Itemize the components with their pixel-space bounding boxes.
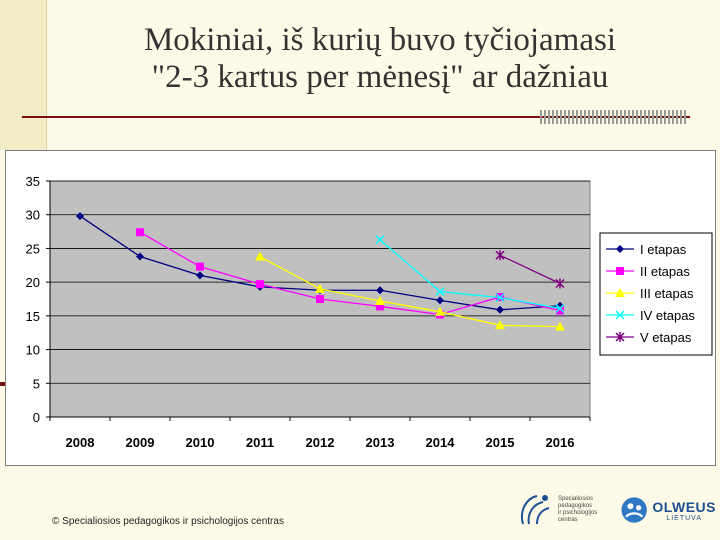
data-point-series-2 [376, 302, 384, 311]
x-tick-label: 2013 [366, 435, 395, 450]
legend-label: I etapas [640, 242, 687, 257]
series-line-3 [259, 255, 561, 328]
olweus-logo: OLWEUS LIETUVA [620, 488, 716, 532]
x-tick-label: 2016 [546, 435, 575, 450]
y-tick-label: 20 [26, 275, 40, 290]
spc-logo-text-line: Specialiosios [558, 496, 594, 502]
y-tick-label: 30 [26, 208, 40, 223]
data-point-series-4 [555, 303, 565, 313]
legend-label: II etapas [640, 264, 690, 279]
y-tick-label: 0 [33, 410, 40, 425]
slide-title-line-1: Mokiniai, iš kurių buvo tyčiojamasi [143, 22, 617, 58]
data-point-series-2 [136, 228, 144, 237]
data-point-series-3 [315, 283, 325, 293]
data-point-series-2 [196, 262, 204, 271]
spc-logo-symbol [521, 495, 550, 525]
side-accent-tick [0, 382, 6, 386]
series-line-2 [139, 231, 561, 316]
olweus-logo-subtitle: LIETUVA [666, 514, 702, 522]
x-tick-label: 2009 [126, 435, 155, 450]
data-point-series-5 [555, 278, 565, 289]
y-tick-label: 10 [26, 343, 40, 358]
data-point-series-3 [555, 321, 565, 331]
x-tick-label: 2011 [246, 435, 274, 450]
olweus-logo-word: OLWEUS [652, 498, 716, 515]
data-point-series-2 [256, 280, 264, 289]
data-point-series-1 [436, 296, 444, 305]
slide-title-line-2: "2-3 kartus per mėnesį" ar dažniau [151, 59, 609, 95]
legend-marker [615, 332, 625, 342]
spc-logo-text: Specialiosios pedagogikos ir psichologij… [558, 496, 597, 524]
legend-marker [616, 267, 624, 275]
data-point-series-1 [376, 286, 384, 295]
data-point-series-2 [556, 306, 564, 315]
x-tick-label: 2010 [186, 435, 215, 450]
y-tick-label: 35 [26, 174, 40, 189]
y-tick-label: 5 [33, 376, 40, 391]
series-line-5 [499, 254, 561, 285]
olweus-logo-symbol [621, 497, 647, 523]
data-point-series-3 [255, 251, 265, 261]
data-point-series-3 [375, 296, 385, 306]
data-point-series-3 [495, 320, 505, 330]
olweus-logo-text: OLWEUS LIETUVA [652, 499, 716, 522]
footer-copyright: © Specialiosios pedagogikos ir psicholog… [52, 516, 284, 527]
chart-frame: 0 5 10 15 20 25 30 35 2008 2009 2010 2011 2012 2013 20… [5, 150, 716, 466]
data-point-series-1 [196, 271, 204, 280]
title-rule-decoration [540, 110, 688, 124]
data-point-series-2 [316, 295, 324, 303]
spc-logo: Specialiosios pedagogikos ir psichologij… [515, 488, 613, 532]
x-tick-label: 2012 [306, 435, 335, 450]
data-point-series-3 [435, 306, 445, 316]
title-rule [22, 116, 690, 118]
x-tick-label: 2015 [486, 435, 515, 450]
y-tick-label: 15 [26, 309, 40, 324]
spc-logo-text-line: pedagogikos [558, 503, 593, 509]
data-point-series-1 [136, 252, 144, 261]
slide-side-strip [0, 0, 47, 150]
legend-marker [616, 245, 624, 253]
legend-label: III etapas [640, 286, 694, 301]
legend-marker [615, 288, 625, 297]
series-line-4 [379, 239, 561, 310]
legend-marker [615, 310, 625, 320]
data-point-series-1 [496, 305, 504, 314]
line-chart: 0 5 10 15 20 25 30 35 2008 2009 2010 2011 2012 2013 20… [26, 174, 713, 450]
legend-label: V etapas [640, 330, 692, 345]
data-point-series-4 [375, 235, 385, 245]
spc-logo-text-line: centras [558, 517, 578, 523]
x-tick-label: 2008 [66, 435, 95, 450]
data-point-series-5 [495, 250, 505, 261]
x-tick-label: 2014 [426, 435, 456, 450]
data-point-series-4 [435, 287, 445, 297]
spc-logo-text-line: ir psichologijos [558, 510, 598, 516]
slide-title: Mokiniai, iš kurių buvo tyčiojamasi "2-3… [60, 22, 700, 96]
data-point-series-4 [495, 293, 505, 303]
legend-label: IV etapas [640, 308, 695, 323]
y-tick-label: 25 [26, 241, 40, 256]
data-point-series-1 [76, 212, 84, 221]
